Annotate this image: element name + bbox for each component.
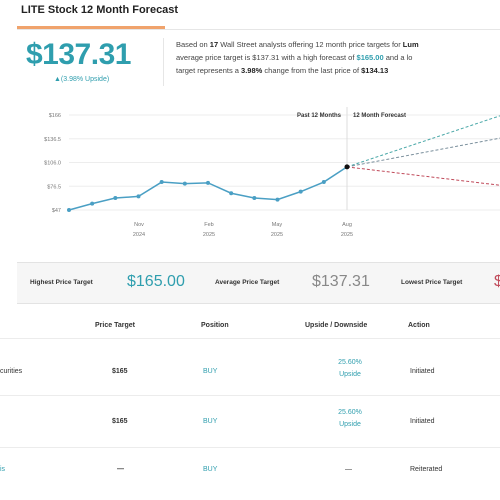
average-target-value: $137.31 [312,273,370,290]
highest-target-value: $165.00 [127,273,185,290]
price-target-cell: $165 [112,418,128,425]
x-tick-year: 2025 [203,232,215,238]
past-price-point [67,208,71,212]
lowest-target-value: $ [494,273,500,290]
past-price-point [229,191,234,196]
lowest-target-label: Lowest Price Target [401,279,463,286]
y-tick-label: $166 [49,113,61,119]
past-price-point [206,180,210,185]
x-tick-year: 2024 [133,232,145,238]
average-target-label: Average Price Target [215,279,280,286]
past-price-point [136,194,141,199]
past-price-line [68,166,348,211]
past-price-point [252,196,257,201]
forecast-line-high [346,115,500,168]
highest-target-label: Highest Price Target [30,279,93,286]
firm-name[interactable]: curities [0,368,23,375]
upside-label: ▲(3.98% Upside) [54,76,110,83]
x-tick-year: 2025 [271,232,283,238]
price-target-cell: $165 [112,368,128,375]
x-tick-year: 2025 [341,232,353,238]
upside-cell: 25.60% Upside [338,359,362,378]
legend-past: Past 12 Months [297,113,342,119]
past-price-point [182,181,187,186]
column-header-action[interactable]: Action [408,322,430,329]
price-target-panel: Highest Price Target $165.00 Average Pri… [17,262,500,304]
x-tick-label: Aug [342,222,352,228]
column-header-price-target[interactable]: Price Target [95,322,135,329]
price-forecast-chart: $47 $76.5 $106.0 $136.5 $166 Past 12 Months 12… [44,107,500,238]
divider [0,395,500,396]
past-price-point [159,180,164,185]
column-header-upside[interactable]: Upside / Downside [305,322,368,329]
y-tick-label: $76.5 [47,184,61,190]
column-header-position[interactable]: Position [201,322,229,329]
past-price-point [90,201,95,206]
divider [163,38,164,86]
past-price-point [298,189,303,194]
upside-cell: 25.60% Upside [338,409,362,428]
average-price-target: $137.31 [26,38,131,71]
x-tick-label: May [272,222,283,228]
divider [17,29,500,30]
divider [0,447,500,448]
current-price-point [344,164,350,170]
forecast-line-average [346,137,500,168]
forecast-line-low [346,166,500,186]
legend-forecast: 12 Month Forecast [353,113,406,119]
forecast-title: LITE Stock 12 Month Forecast [21,4,179,16]
forecast-card: LITE Stock 12 Month Forecast $137.31 ▲(3… [17,4,500,238]
past-price-point [275,197,280,202]
upside-cell: — [345,466,352,473]
action-cell: Initiated [410,368,435,375]
past-price-point [321,180,326,185]
x-tick-label: Feb [204,222,213,228]
y-tick-label: $106.0 [44,161,61,167]
y-tick-label: $136.5 [44,137,61,143]
x-tick-label: Nov [134,222,144,228]
forecast-description: Based on 17 Wall Street analysts offerin… [176,40,419,75]
action-cell: Reiterated [410,466,443,473]
position-buy: BUY [203,368,218,375]
position-buy: BUY [203,466,218,473]
position-buy: BUY [203,418,218,425]
firm-name[interactable]: is [0,466,6,473]
divider [0,338,500,339]
y-tick-label: $47 [52,208,61,214]
past-price-point [113,196,118,201]
active-tab-underline [17,26,165,29]
action-cell: Initiated [410,418,435,425]
price-target-cell: — [117,466,124,473]
